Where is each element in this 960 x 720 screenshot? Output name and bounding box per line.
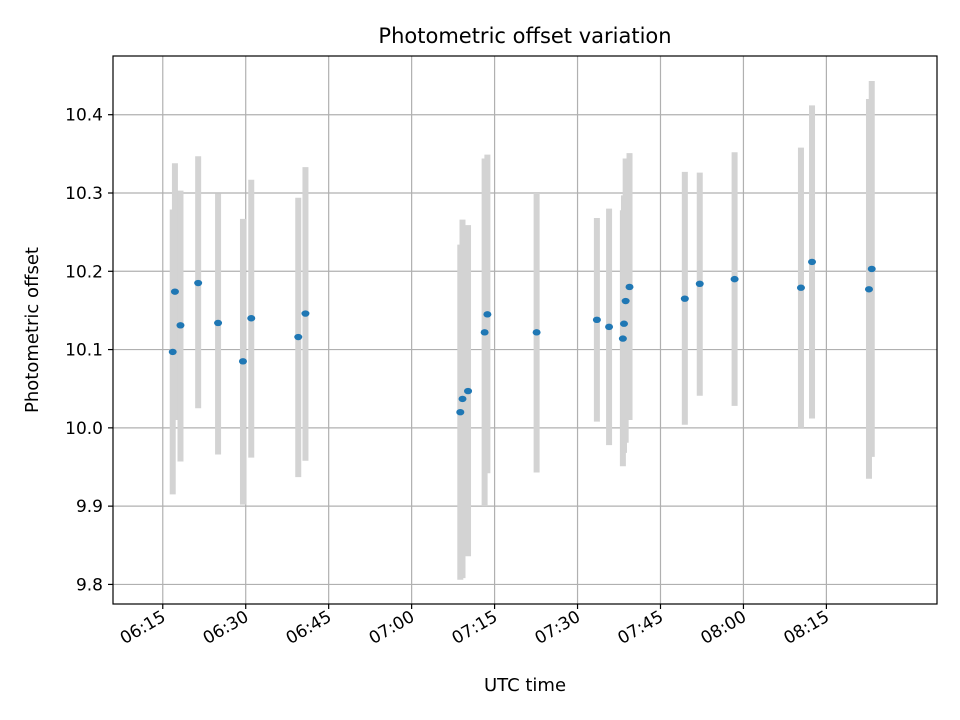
data-point	[864, 286, 873, 293]
data-point	[464, 387, 473, 395]
data-point	[176, 322, 185, 329]
data-point	[618, 335, 627, 342]
grid-lines	[113, 56, 937, 604]
y-tick-label: 10.4	[65, 106, 103, 126]
data-point	[194, 279, 203, 287]
y-axis-ticks: 9.8 9.9 10.0 10.1 10.2 10.3 10.4	[65, 106, 113, 595]
data-point	[625, 283, 634, 291]
y-tick-label: 10.1	[65, 341, 103, 361]
data-points	[168, 258, 876, 416]
y-tick-label: 10.0	[65, 419, 103, 439]
data-point	[170, 288, 179, 295]
y-tick-label: 9.8	[76, 575, 103, 595]
data-point	[456, 409, 465, 416]
y-tick-label: 10.3	[65, 184, 103, 204]
data-point	[294, 333, 303, 341]
chart-title: Photometric offset variation	[378, 24, 671, 48]
data-point	[532, 329, 541, 336]
x-axis-title: UTC time	[484, 675, 566, 696]
data-point	[695, 280, 704, 288]
data-point	[605, 323, 614, 331]
data-point	[621, 297, 630, 305]
data-point	[730, 275, 739, 283]
data-point	[458, 395, 467, 403]
data-point	[483, 311, 492, 318]
data-point	[680, 295, 689, 302]
data-point	[480, 329, 489, 336]
data-point	[168, 348, 177, 356]
y-axis-title: Photometric offset	[22, 247, 43, 413]
data-point	[301, 310, 310, 317]
data-point	[867, 265, 876, 273]
data-point	[796, 284, 805, 291]
data-point	[592, 316, 601, 324]
data-point	[214, 319, 223, 327]
plot-frame	[112, 55, 938, 605]
y-tick-label: 9.9	[76, 497, 103, 517]
data-point	[238, 358, 247, 365]
data-point	[247, 315, 256, 322]
data-point	[619, 320, 628, 327]
data-point	[808, 258, 817, 266]
y-tick-label: 10.2	[65, 262, 103, 282]
